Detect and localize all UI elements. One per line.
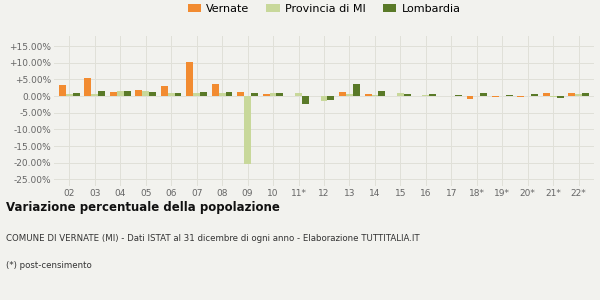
Bar	[346, 94, 353, 96]
Bar	[582, 93, 589, 96]
Bar	[492, 96, 499, 97]
Text: Variazione percentuale della popolazione: Variazione percentuale della popolazione	[6, 201, 280, 214]
Bar	[218, 93, 226, 96]
Bar	[506, 95, 512, 96]
Bar	[575, 94, 582, 96]
Bar	[237, 92, 244, 96]
Bar	[422, 95, 430, 96]
Bar	[371, 95, 379, 96]
Bar	[200, 92, 207, 96]
Bar	[430, 94, 436, 96]
Bar	[339, 92, 346, 96]
Bar	[568, 93, 575, 96]
Bar	[320, 96, 328, 101]
Bar	[212, 84, 218, 96]
Bar	[404, 94, 411, 96]
Bar	[124, 91, 131, 96]
Bar	[557, 96, 563, 98]
Bar	[517, 96, 524, 97]
Bar	[543, 93, 550, 96]
Text: COMUNE DI VERNATE (MI) - Dati ISTAT al 31 dicembre di ogni anno - Elaborazione T: COMUNE DI VERNATE (MI) - Dati ISTAT al 3…	[6, 234, 419, 243]
Bar	[455, 95, 461, 96]
Bar	[149, 92, 156, 96]
Bar	[117, 91, 124, 96]
Bar	[263, 94, 269, 96]
Bar	[353, 84, 360, 96]
Bar	[66, 94, 73, 96]
Bar	[59, 85, 66, 96]
Bar	[531, 94, 538, 96]
Bar	[251, 93, 258, 96]
Bar	[269, 93, 277, 96]
Bar	[379, 91, 385, 96]
Bar	[85, 78, 91, 96]
Text: (*) post-censimento: (*) post-censimento	[6, 261, 92, 270]
Bar	[550, 96, 557, 97]
Bar	[226, 92, 232, 96]
Bar	[136, 90, 142, 96]
Bar	[397, 93, 404, 96]
Bar	[175, 93, 181, 96]
Bar	[110, 92, 117, 96]
Bar	[193, 93, 200, 96]
Bar	[98, 91, 105, 96]
Bar	[295, 93, 302, 96]
Bar	[302, 96, 309, 104]
Bar	[168, 93, 175, 96]
Bar	[142, 91, 149, 96]
Bar	[244, 96, 251, 164]
Bar	[328, 96, 334, 100]
Bar	[187, 62, 193, 96]
Legend: Vernate, Provincia di MI, Lombardia: Vernate, Provincia di MI, Lombardia	[183, 0, 465, 18]
Bar	[480, 93, 487, 96]
Bar	[277, 93, 283, 96]
Bar	[91, 94, 98, 96]
Bar	[73, 93, 80, 96]
Bar	[467, 96, 473, 99]
Bar	[161, 86, 168, 96]
Bar	[365, 94, 371, 96]
